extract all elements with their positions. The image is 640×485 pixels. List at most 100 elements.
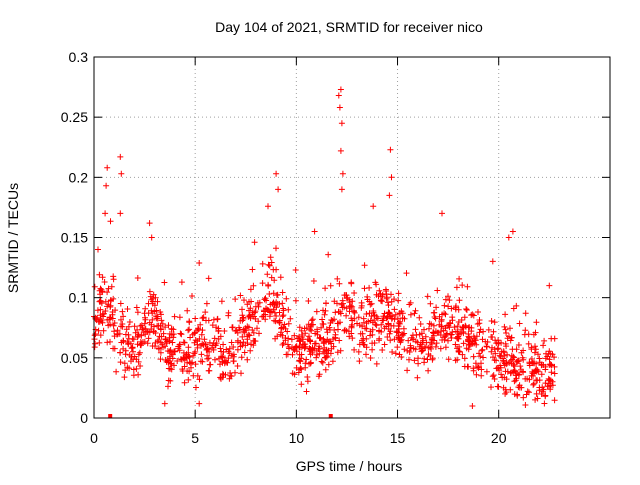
data-point: [118, 170, 125, 177]
data-point: [520, 356, 527, 363]
data-point: [384, 299, 391, 306]
data-point: [199, 327, 206, 334]
data-point: [168, 326, 175, 333]
data-point: [316, 371, 323, 378]
data-point: [134, 275, 141, 281]
data-point: [517, 363, 524, 370]
data-point: [323, 300, 329, 307]
data-point: [338, 186, 345, 193]
data-point: [115, 330, 121, 337]
data-point: [320, 340, 327, 347]
data-point: [259, 313, 266, 320]
data-point: [157, 356, 164, 363]
data-point: [395, 297, 402, 304]
data-point: [301, 325, 308, 332]
data-point: [186, 326, 193, 333]
data-point: [331, 298, 338, 305]
data-point: [156, 346, 162, 352]
data-point: [204, 355, 211, 362]
data-point: [261, 296, 268, 303]
data-point: [395, 329, 402, 336]
data-point: [146, 319, 153, 326]
data-point: [404, 367, 411, 374]
data-point: [298, 351, 305, 358]
data-point: [125, 331, 132, 338]
data-point: [428, 339, 435, 346]
data-point: [278, 325, 285, 332]
data-point: [498, 371, 505, 378]
data-point: [303, 356, 310, 363]
data-point: [325, 350, 332, 357]
data-point: [323, 354, 330, 361]
data-point: [412, 326, 419, 333]
data-point: [117, 153, 124, 160]
data-point: [225, 355, 232, 362]
data-point: [316, 343, 323, 350]
data-point: [473, 371, 480, 378]
data-point: [156, 333, 163, 340]
y-tick-label: 0.25: [61, 109, 88, 125]
data-point: [381, 341, 388, 348]
data-point: [491, 376, 498, 382]
data-point: [476, 350, 482, 357]
data-point: [365, 318, 372, 325]
data-point: [246, 332, 253, 339]
data-point: [305, 298, 312, 304]
y-axis-label: SRMTID / TECUs: [5, 183, 21, 293]
data-point: [428, 345, 435, 352]
data-point: [239, 306, 245, 313]
data-point: [147, 293, 154, 300]
data-point: [149, 343, 156, 349]
data-point: [160, 344, 166, 351]
data-point: [145, 335, 152, 342]
data-point: [398, 336, 405, 343]
data-point: [185, 376, 192, 383]
data-point: [347, 302, 354, 309]
data-point: [259, 260, 266, 267]
data-point: [510, 353, 517, 360]
data-point: [399, 331, 406, 337]
data-point: [292, 297, 299, 304]
data-point: [102, 308, 109, 314]
data-point: [358, 304, 365, 311]
data-point: [104, 164, 111, 171]
data-point: [140, 329, 147, 336]
data-point: [117, 349, 124, 356]
data-point: [193, 384, 199, 391]
data-point: [277, 274, 284, 281]
data-point: [463, 306, 470, 312]
data-point: [184, 368, 191, 374]
data-point: [494, 383, 501, 390]
data-point: [247, 286, 254, 293]
data-point: [132, 329, 139, 336]
data-point: [343, 312, 350, 319]
data-point: [256, 299, 263, 306]
data-point: [285, 306, 292, 313]
data-point: [288, 336, 295, 343]
data-point: [551, 397, 558, 404]
data-point: [503, 343, 510, 350]
data-point: [267, 301, 274, 308]
data-point: [120, 313, 127, 320]
data-point: [161, 279, 168, 286]
data-point: [153, 313, 159, 320]
data-point: [515, 342, 522, 348]
data-point: [274, 300, 281, 307]
data-point: [165, 383, 171, 390]
data-point: [356, 358, 363, 365]
data-point: [122, 367, 129, 374]
data-point: [490, 354, 496, 361]
data-point: [280, 305, 287, 312]
data-point: [165, 322, 172, 329]
data-point: [217, 374, 224, 381]
data-point: [326, 324, 333, 331]
data-point: [275, 186, 282, 193]
data-point: [456, 275, 463, 282]
data-point: [336, 280, 343, 287]
data-point: [327, 282, 334, 289]
data-point: [94, 307, 101, 314]
data-point: [542, 366, 549, 373]
data-point: [249, 266, 256, 273]
data-point: [155, 337, 162, 343]
data-point: [187, 360, 194, 367]
